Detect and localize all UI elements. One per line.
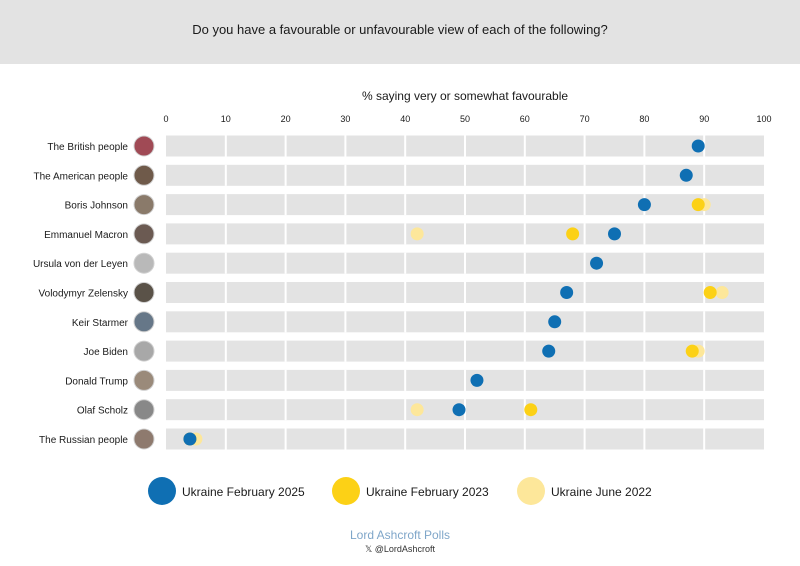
data-point [691,139,705,153]
x-tick-label: 10 [221,114,231,124]
x-tick-label: 0 [163,114,168,124]
legend-swatch [148,477,176,505]
data-point [410,227,424,241]
x-axis-label: % saying very or somewhat favourable [362,89,568,103]
data-point [560,286,574,299]
chart-title: Do you have a favourable or unfavourable… [192,22,608,37]
avatar [133,369,155,391]
x-tick-label: 40 [400,114,410,124]
x-tick-label: 70 [580,114,590,124]
x-tick-label: 60 [520,114,530,124]
category-label: The Russian people [39,435,128,446]
category-label: The American people [33,171,128,182]
data-point [590,256,604,270]
category-label: Olaf Scholz [77,406,128,417]
data-point [566,227,580,241]
data-point [470,373,484,387]
category-label: Volodymyr Zelensky [39,289,128,300]
avatar [133,135,155,157]
category-label: Keir Starmer [72,318,129,329]
data-point [685,344,699,358]
legend: Ukraine February 2025 Ukraine February 20… [148,477,652,505]
data-point [608,227,621,241]
data-point [715,286,729,299]
category-label: Boris Johnson [65,201,128,212]
legend-swatch [517,477,545,505]
x-axis-ticks: 0 10 20 30 40 50 60 70 80 90 100 [163,114,771,124]
brand-name: Lord Ashcroft Polls [349,528,451,542]
category-label: The British people [47,142,128,153]
data-point [703,286,717,299]
social-handle: 𝕏 @LordAshcroft [365,544,435,554]
data-point [452,403,466,417]
legend-label: Ukraine June 2022 [551,485,652,499]
x-tick-label: 100 [756,114,771,124]
x-tick-label: 50 [460,114,470,124]
avatar [133,340,155,362]
avatar [133,311,155,333]
category-label: Emmanuel Macron [44,230,128,241]
legend-label: Ukraine February 2025 [182,485,305,499]
data-point [679,168,693,182]
header-bar [0,0,800,64]
legend-label: Ukraine February 2023 [366,485,489,499]
x-tick-label: 90 [699,114,709,124]
avatar [133,399,155,421]
data-point [524,403,538,417]
x-tick-label: 30 [340,114,350,124]
data-point [410,403,424,417]
legend-swatch [332,477,360,505]
data-point [691,198,705,212]
data-point [542,344,556,358]
category-label: Ursula von der Leyen [33,259,128,270]
data-point [548,315,562,329]
avatar [133,252,155,274]
x-tick-label: 80 [639,114,649,124]
x-tick-label: 20 [281,114,291,124]
data-points [183,139,729,446]
avatar [133,282,155,303]
avatar [133,223,155,245]
data-point [637,198,651,212]
avatar [133,164,155,186]
avatar [133,428,155,450]
chart-rows [166,135,764,450]
category-label: Donald Trump [65,376,128,387]
category-label: Joe Biden [84,347,128,358]
data-point [183,432,197,446]
category-labels: The British people The American people Bor… [33,135,155,450]
avatar [133,194,155,216]
